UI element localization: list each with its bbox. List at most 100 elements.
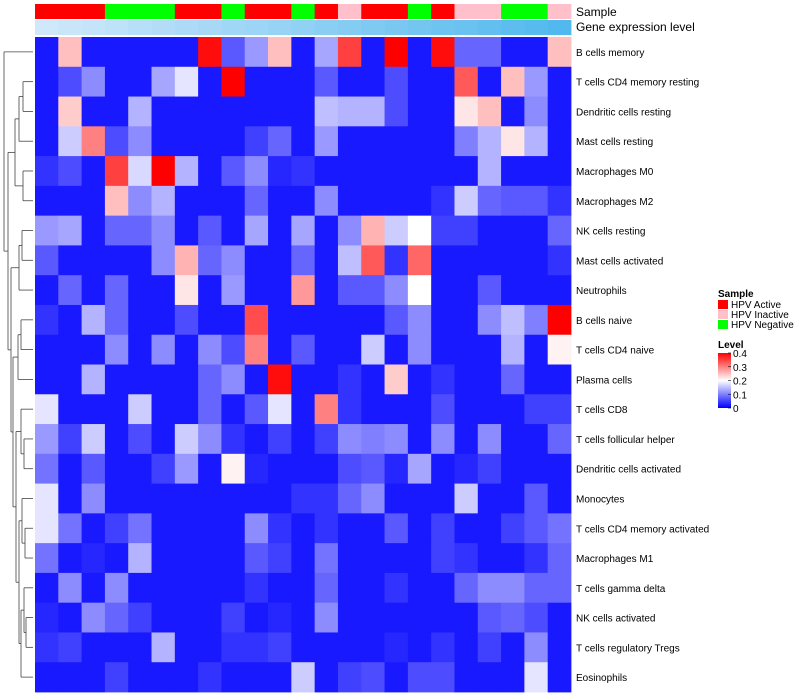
heatmap-cell — [268, 662, 292, 693]
heatmap-cell — [35, 632, 59, 663]
heatmap-cell — [431, 334, 455, 365]
row-label: Monocytes — [576, 494, 624, 505]
heatmap-cell — [81, 424, 106, 455]
heatmap-cell — [477, 156, 502, 187]
heatmap-cell — [268, 334, 292, 365]
heatmap-cell — [151, 156, 176, 187]
row-label: T cells regulatory Tregs — [576, 643, 680, 654]
heatmap-cell — [268, 572, 292, 604]
heatmap-cell — [384, 662, 409, 693]
heatmap-cell — [524, 543, 549, 574]
sample-annotation-cell — [361, 4, 385, 19]
heatmap-cell — [151, 275, 176, 306]
heatmap-cell — [268, 364, 292, 395]
heatmap-cell — [477, 96, 502, 127]
level-legend: Level 0.4 0.3 0.2 0.1 0 — [718, 340, 747, 415]
sample-annotation-track — [35, 4, 572, 19]
heatmap-cell — [314, 364, 339, 395]
heatmap-cell — [221, 424, 246, 455]
heatmap-cell — [407, 424, 432, 455]
heatmap-cell — [477, 662, 502, 693]
heatmap-cell — [337, 632, 362, 663]
heatmap-cell — [314, 543, 339, 574]
heatmap-cell — [198, 96, 222, 127]
heatmap-cell — [547, 156, 572, 187]
heatmap-cell — [104, 364, 129, 395]
heatmap-cell — [407, 483, 432, 514]
heatmap-cell — [174, 304, 199, 336]
row-label: Neutrophils — [576, 286, 627, 297]
row-label: Eosinophils — [576, 673, 627, 684]
heatmap-cell — [198, 156, 222, 187]
heatmap-cell — [547, 602, 572, 633]
heatmap-cell — [501, 275, 525, 306]
heatmap-cell — [268, 513, 292, 544]
heatmap-cell — [244, 37, 269, 68]
heatmap-cell — [58, 483, 83, 514]
heatmap-cell — [81, 483, 106, 514]
heatmap-cell — [174, 424, 199, 455]
heatmap-cell — [104, 572, 129, 604]
heatmap-cell — [198, 513, 222, 544]
heatmap-cell — [524, 156, 549, 187]
heatmap-cell — [291, 334, 316, 365]
heatmap-cell — [268, 632, 292, 663]
heatmap-cell — [198, 394, 222, 425]
heatmap-cell — [314, 156, 339, 187]
sample-annotation-cell — [174, 4, 199, 19]
heatmap-cell — [268, 304, 292, 336]
heatmap-cell — [244, 543, 269, 574]
sample-annotation-cell — [244, 4, 269, 19]
heatmap-cell — [337, 602, 362, 633]
heatmap-cell — [407, 304, 432, 336]
heatmap-cell — [547, 483, 572, 514]
heatmap-cell — [314, 245, 339, 276]
heatmap-cell — [477, 215, 502, 246]
row-label: T cells follicular helper — [576, 435, 675, 446]
heatmap-cell — [524, 126, 549, 157]
heatmap-cell — [35, 66, 59, 97]
heatmap-cell — [58, 275, 83, 306]
heatmap-cell — [454, 304, 479, 336]
heatmap-cell — [221, 513, 246, 544]
heatmap-cell — [337, 394, 362, 425]
heatmap-cell — [524, 483, 549, 514]
heatmap-cell — [268, 37, 292, 68]
heatmap-cell — [35, 394, 59, 425]
row-label: Plasma cells — [576, 375, 632, 386]
heatmap-cell — [244, 185, 269, 217]
heatmap-cell — [454, 66, 479, 97]
heatmap-cell — [337, 304, 362, 336]
sample-annotation-cell — [501, 4, 525, 19]
heatmap-cell — [151, 96, 176, 127]
heatmap-cell — [244, 275, 269, 306]
heatmap-cell — [337, 215, 362, 246]
heatmap-cell — [361, 156, 385, 187]
heatmap-cell — [291, 424, 316, 455]
heatmap-cell — [81, 156, 106, 187]
heatmap-cell — [524, 275, 549, 306]
heatmap-cell — [291, 513, 316, 544]
heatmap-cell — [431, 453, 455, 484]
heatmap-cell — [81, 662, 106, 693]
heatmap-cell — [81, 275, 106, 306]
heatmap-cell — [244, 424, 269, 455]
heatmap-cell — [58, 304, 83, 336]
sample-annotation-cell — [128, 4, 152, 19]
heatmap-cell — [151, 632, 176, 663]
heatmap-cell — [501, 66, 525, 97]
heatmap-cell — [501, 572, 525, 604]
heatmap-cell — [198, 572, 222, 604]
heatmap-cell — [268, 66, 292, 97]
heatmap-cell — [524, 96, 549, 127]
heatmap-cell — [35, 96, 59, 127]
heatmap-cell — [151, 304, 176, 336]
heatmap-cell — [244, 156, 269, 187]
heatmap-cell — [198, 245, 222, 276]
expression-annotation-cell — [524, 20, 549, 35]
heatmap-cell — [291, 483, 316, 514]
heatmap-cell — [268, 185, 292, 217]
heatmap-cell — [547, 304, 572, 336]
heatmap-cell — [268, 126, 292, 157]
heatmap-cell — [58, 245, 83, 276]
